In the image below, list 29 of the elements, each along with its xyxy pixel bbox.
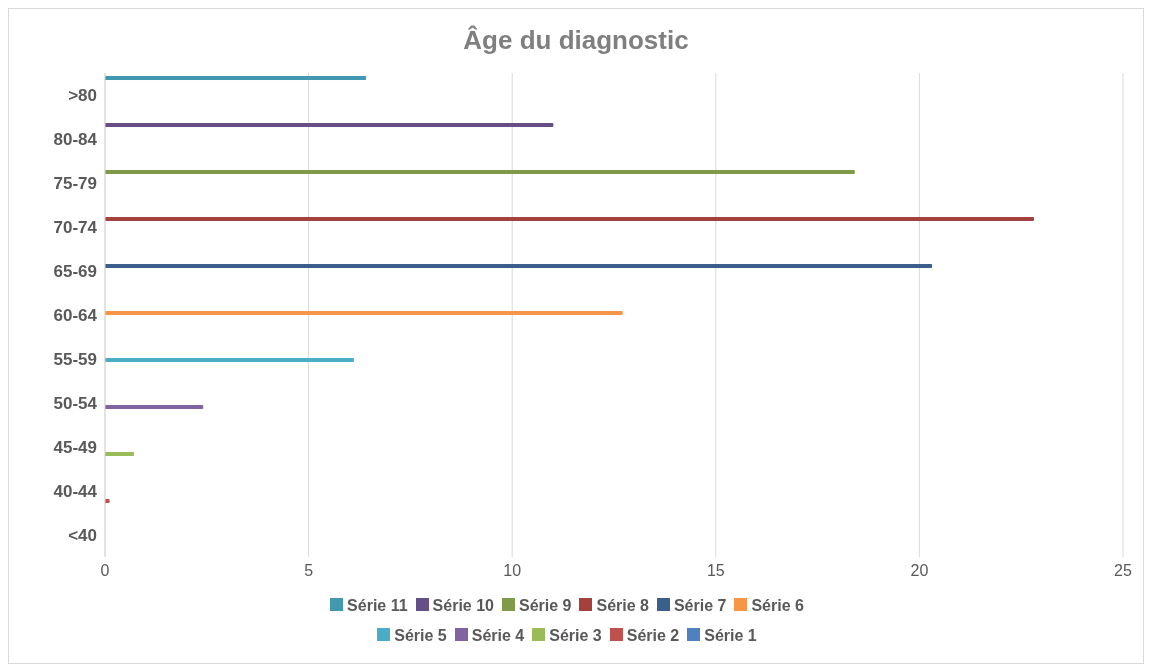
legend-label: Série 11 [346,596,408,616]
x-tick-label: 10 [503,562,522,580]
x-tick-label: 15 [706,562,725,580]
y-tick-label: 80-84 [53,130,98,150]
x-tick-label: 20 [910,562,929,580]
legend-label: Série 8 [595,596,649,616]
legend-label: Série 4 [470,626,525,646]
legend-label: Série 2 [625,626,680,646]
legend-label: Série 5 [393,626,447,646]
x-tick-label: 5 [304,562,314,580]
y-tick-label: 45-49 [53,438,97,458]
legend-label: Série 7 [672,596,727,616]
y-tick-label: 60-64 [53,306,98,326]
x-tick-label: 25 [1114,562,1132,580]
y-tick-label: 75-79 [53,174,97,194]
legend-label: Série 6 [750,596,804,616]
x-tick-label: 0 [100,562,110,580]
chart-title: Âge du diagnostic [462,24,690,57]
y-tick-label: 40-44 [53,482,98,502]
y-tick-label: <40 [68,526,97,546]
legend-label: Série 3 [548,626,602,646]
y-tick-label: 55-59 [53,350,97,370]
y-tick-label: >80 [68,86,97,106]
y-tick-label: 70-74 [53,218,98,238]
legend-label: Série 1 [703,626,757,646]
y-tick-label: 65-69 [53,262,97,282]
legend-label: Série 10 [431,596,494,616]
y-tick-label: 50-54 [53,394,98,414]
legend-label: Série 9 [517,596,572,616]
